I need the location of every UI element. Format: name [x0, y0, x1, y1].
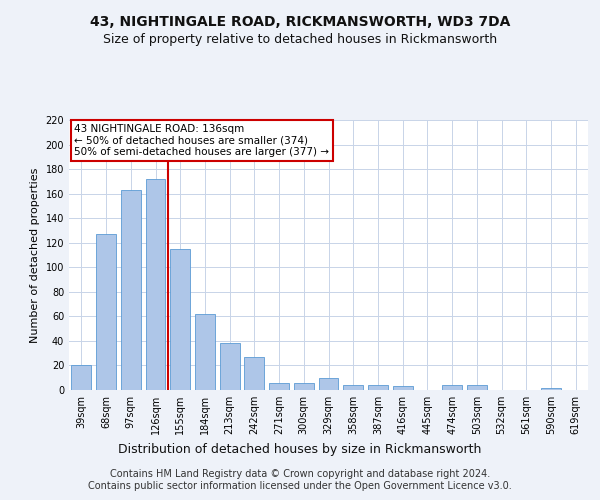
- Text: 43, NIGHTINGALE ROAD, RICKMANSWORTH, WD3 7DA: 43, NIGHTINGALE ROAD, RICKMANSWORTH, WD3…: [90, 15, 510, 29]
- Bar: [393, 386, 413, 390]
- Text: Contains public sector information licensed under the Open Government Licence v3: Contains public sector information licen…: [88, 481, 512, 491]
- Bar: [467, 385, 487, 390]
- Bar: [343, 385, 363, 390]
- Bar: [244, 357, 264, 390]
- Bar: [319, 378, 338, 390]
- Bar: [170, 249, 190, 390]
- Bar: [71, 366, 91, 390]
- Bar: [269, 382, 289, 390]
- Text: Size of property relative to detached houses in Rickmansworth: Size of property relative to detached ho…: [103, 32, 497, 46]
- Bar: [121, 190, 140, 390]
- Bar: [195, 314, 215, 390]
- Text: 43 NIGHTINGALE ROAD: 136sqm
← 50% of detached houses are smaller (374)
50% of se: 43 NIGHTINGALE ROAD: 136sqm ← 50% of det…: [74, 124, 329, 157]
- Bar: [368, 385, 388, 390]
- Text: Contains HM Land Registry data © Crown copyright and database right 2024.: Contains HM Land Registry data © Crown c…: [110, 469, 490, 479]
- Y-axis label: Number of detached properties: Number of detached properties: [30, 168, 40, 342]
- Bar: [146, 179, 166, 390]
- Bar: [294, 382, 314, 390]
- Bar: [220, 344, 239, 390]
- Bar: [541, 388, 561, 390]
- Bar: [442, 385, 462, 390]
- Bar: [96, 234, 116, 390]
- Text: Distribution of detached houses by size in Rickmansworth: Distribution of detached houses by size …: [118, 442, 482, 456]
